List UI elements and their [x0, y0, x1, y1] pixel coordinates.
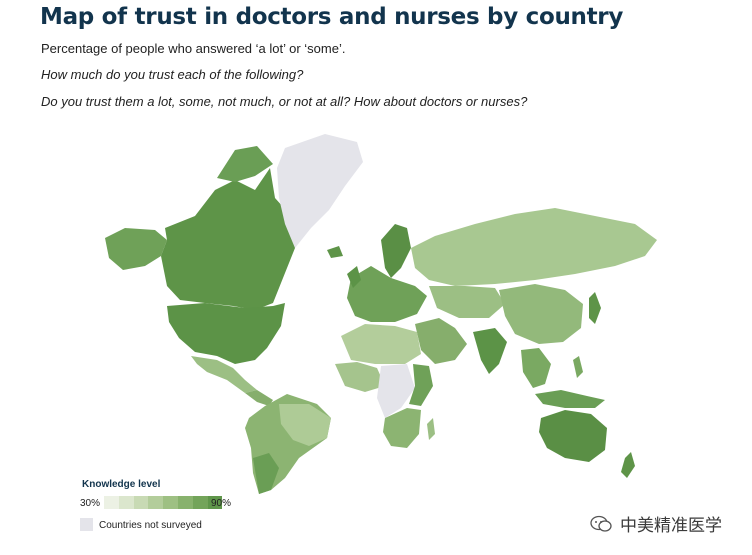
legend-scale-step-3 [133, 496, 149, 509]
region-canada [161, 168, 295, 310]
world-choropleth-map [105, 134, 657, 494]
region-chile-argentina [253, 453, 279, 494]
region-west-africa [335, 362, 385, 392]
map-title: Map of trust in doctors and nurses by co… [40, 4, 624, 30]
region-russia [411, 208, 657, 286]
region-indonesia [535, 390, 605, 408]
region-middle-east [415, 318, 467, 364]
legend-scale-step-6 [177, 496, 193, 509]
region-greenland [277, 134, 363, 248]
region-australia [539, 410, 607, 462]
region-china [499, 284, 583, 344]
region-japan [589, 292, 601, 324]
region-new-zealand [621, 452, 635, 478]
survey-question-2: Do you trust them a lot, some, not much,… [41, 94, 528, 109]
legend-not-surveyed-swatch [80, 518, 93, 531]
legend-not-surveyed-label: Countries not surveyed [99, 520, 202, 531]
legend-color-scale [104, 496, 223, 509]
region-central-america [245, 390, 273, 406]
legend-scale-step-7 [192, 496, 208, 509]
region-madagascar [427, 418, 435, 440]
region-central-asia [429, 286, 505, 318]
legend-scale-step-4 [148, 496, 164, 509]
map-subtitle: Percentage of people who answered ‘a lot… [41, 41, 346, 56]
region-east-africa [409, 364, 433, 406]
region-mexico [191, 356, 257, 393]
legend-scale-step-2 [118, 496, 134, 509]
region-iceland [327, 246, 343, 258]
region-central-africa-not-surveyed [377, 364, 415, 418]
region-north-africa [341, 324, 421, 364]
region-alaska [105, 228, 167, 270]
region-canada-arctic-islands [217, 146, 273, 182]
region-uk [347, 266, 361, 288]
region-brazil [279, 404, 331, 446]
region-southern-africa [383, 408, 421, 448]
region-western-europe [347, 266, 427, 322]
region-philippines [573, 356, 583, 378]
region-usa [167, 303, 285, 364]
legend-scale-step-1 [104, 496, 119, 509]
legend-min-label: 30% [80, 498, 101, 509]
wechat-logo-icon [590, 515, 612, 532]
legend-scale-step-5 [163, 496, 178, 509]
watermark: 中美精准医学 [590, 511, 722, 536]
region-scandinavia [381, 224, 411, 278]
legend-scale-step-8 [207, 496, 223, 509]
watermark-text: 中美精准医学 [620, 516, 722, 536]
legend-max-label: 90% [211, 498, 232, 509]
region-india [473, 328, 507, 374]
region-southeast-asia [521, 348, 551, 388]
legend-title: Knowledge level [82, 479, 161, 490]
survey-question-1: How much do you trust each of the follow… [41, 67, 304, 82]
